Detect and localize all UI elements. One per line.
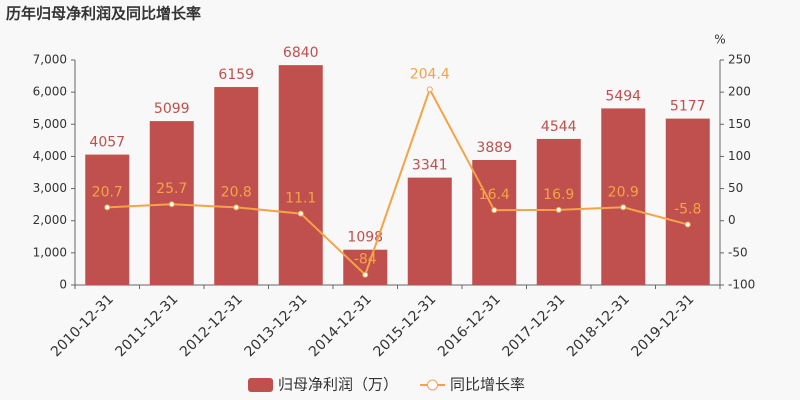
x-tick-label: 2016-12-31 bbox=[435, 291, 504, 360]
x-tick-label: 2015-12-31 bbox=[371, 291, 440, 360]
yticks-label: 6,000 bbox=[33, 85, 67, 99]
line-point bbox=[104, 204, 111, 211]
yticks-label: 7,000 bbox=[33, 53, 67, 67]
legend-swatch bbox=[248, 378, 273, 392]
bar bbox=[601, 108, 646, 286]
line-value-label: 20.9 bbox=[608, 184, 639, 200]
bar-value-label: 5099 bbox=[154, 101, 190, 117]
line-value-label: 11.1 bbox=[285, 191, 316, 207]
bar-value-label: 4057 bbox=[89, 135, 125, 151]
x-tick-label: 2013-12-31 bbox=[242, 291, 311, 360]
y2ticks-label: -50 bbox=[728, 245, 748, 259]
bar bbox=[85, 154, 130, 285]
line-value-label: -5.8 bbox=[674, 201, 701, 217]
x-tick-label: 2014-12-31 bbox=[306, 291, 375, 360]
yticks-label: 2,000 bbox=[33, 213, 67, 227]
bar bbox=[343, 249, 388, 285]
legend-swatch bbox=[427, 379, 439, 391]
line-point bbox=[168, 201, 175, 208]
bar-value-label: 5177 bbox=[670, 99, 706, 115]
yticks-label: 5,000 bbox=[33, 117, 67, 131]
yticks-label: 4,000 bbox=[33, 149, 67, 163]
line-point bbox=[620, 204, 627, 211]
yticks-label: 3,000 bbox=[33, 181, 67, 195]
y2-axis-label: % bbox=[714, 33, 725, 47]
y2ticks-label: 150 bbox=[728, 117, 751, 131]
line-point bbox=[491, 207, 498, 214]
x-tick-label: 2012-12-31 bbox=[177, 291, 246, 360]
bar-value-label: 5494 bbox=[605, 88, 641, 104]
bar-value-label: 6840 bbox=[283, 45, 319, 61]
line-point bbox=[684, 221, 691, 228]
y2ticks-label: 200 bbox=[728, 85, 751, 99]
line-value-label: -84 bbox=[354, 252, 377, 268]
bar-value-label: 6159 bbox=[218, 67, 254, 83]
line-point bbox=[426, 86, 433, 93]
line bbox=[107, 86, 689, 277]
bar bbox=[278, 65, 323, 286]
bar-value-label: 4544 bbox=[541, 119, 577, 135]
bar-value-label: 1098 bbox=[347, 230, 383, 246]
y2ticks-label: 250 bbox=[728, 53, 751, 67]
y2ticks-label: -100 bbox=[728, 278, 755, 292]
bar-value-label: 3889 bbox=[476, 140, 512, 156]
line-value-label: 25.7 bbox=[156, 181, 187, 197]
legend-label: 同比增长率 bbox=[450, 376, 525, 394]
bar bbox=[214, 87, 259, 286]
x-tick-label: 2018-12-31 bbox=[564, 291, 633, 360]
x-tick-label: 2017-12-31 bbox=[500, 291, 569, 360]
legend-label: 归母净利润（万） bbox=[278, 376, 398, 394]
bar-value-label: 3341 bbox=[412, 158, 448, 174]
x-tick-label: 2010-12-31 bbox=[48, 291, 117, 360]
line-value-label: 204.4 bbox=[410, 66, 450, 82]
y2ticks-label: 50 bbox=[728, 181, 743, 195]
bar bbox=[665, 118, 710, 285]
line-value-label: 16.4 bbox=[479, 187, 510, 203]
y2ticks-label: 100 bbox=[728, 149, 751, 163]
x-tick-label: 2011-12-31 bbox=[113, 291, 182, 360]
line-value-label: 16.9 bbox=[543, 187, 574, 203]
line-point bbox=[233, 204, 240, 211]
line-point bbox=[297, 210, 304, 217]
line-point bbox=[555, 206, 562, 213]
line-point bbox=[362, 271, 369, 278]
x-tick-label: 2019-12-31 bbox=[629, 291, 698, 360]
chart-title: 历年归母净利润及同比增长率 bbox=[6, 5, 201, 23]
line-value-label: 20.7 bbox=[92, 184, 123, 200]
yticks-label: 1,000 bbox=[33, 245, 67, 259]
yticks-label: 0 bbox=[59, 278, 67, 292]
bar bbox=[472, 159, 517, 285]
y2ticks-label: 0 bbox=[728, 213, 736, 227]
bar bbox=[407, 177, 452, 285]
line-value-label: 20.8 bbox=[221, 184, 252, 200]
